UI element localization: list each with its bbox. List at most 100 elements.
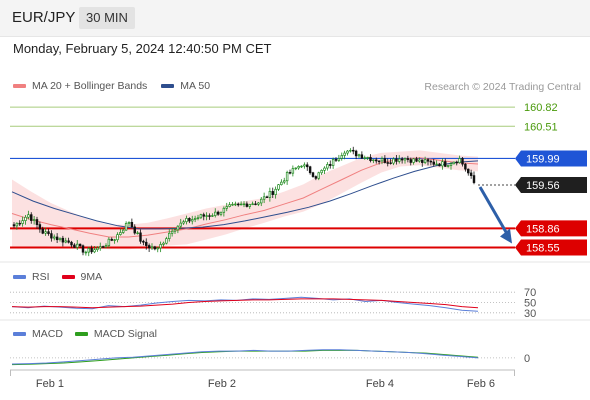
candle-body [78,243,82,247]
candle-body [271,191,274,195]
candle-body [257,202,260,205]
candle-body [188,218,191,222]
ma50-line [11,160,479,230]
candle-body [61,237,65,243]
candle-body [58,237,62,241]
candle-body [331,159,335,166]
candle-body [291,168,295,174]
candle-body [214,211,217,216]
candle-body [41,228,44,234]
candle-body [216,211,220,215]
macd-line [11,349,479,365]
x-tick-label-feb-6: Feb 6 [467,378,495,390]
candle-body [406,158,410,160]
candle-body [392,158,395,164]
candle-body [285,172,289,182]
candle-body [191,219,194,222]
candle-body [300,165,303,168]
candle-body [168,232,171,239]
candle-body [211,215,214,217]
candle-body [104,245,108,248]
candle-body [176,225,180,231]
x-tick-label-feb-1: Feb 1 [36,378,64,390]
credit-text: Research © 2024 Trading Central [424,81,581,93]
candle-body [145,241,148,246]
level-tag-159.99 [515,150,587,167]
x-tick-label-feb-4: Feb 4 [366,378,394,390]
candle-body [395,158,398,162]
candle-body [70,241,73,246]
candle-body [360,154,364,159]
macd-tick-0: 0 [524,353,530,365]
candle-body [317,172,320,179]
rsi-tick-30: 30 [524,308,536,320]
candle-body [306,164,309,168]
candle-body [55,236,59,241]
macd-legend: MACD MACD Signal [13,328,157,340]
candle-body [110,238,113,241]
candle-body [208,215,211,217]
candle-body [354,150,358,157]
candle-body [242,203,246,206]
level-label-158.86: 158.86 [526,223,560,235]
candle-body [357,154,361,157]
candle-body [277,184,280,190]
candle-body [193,217,197,220]
candle-body [340,155,343,159]
candle-body [107,238,111,246]
candle-body [426,159,430,162]
candle-body [251,203,254,206]
macd-signal-legend-swatch [74,332,88,336]
timeframe-badge[interactable]: 30 MIN [79,7,135,29]
candle-body [53,236,56,239]
candle-body [182,221,185,224]
header-bar: EUR/JPY 30 MIN [0,0,590,37]
candle-body [380,158,384,162]
candle-body [87,248,90,253]
candle-body [421,159,424,163]
current-price-label: 159.56 [526,180,560,192]
candle-body [245,203,249,207]
macd-legend-swatch [13,332,26,336]
candle-body [418,159,421,162]
rsi-line [11,296,479,312]
price-legend: MA 20 + Bollinger Bands MA 50 [13,80,210,92]
rsi-legend: RSI 9MA [13,271,102,283]
candle-body [389,162,392,164]
candle-body [116,234,119,241]
forecast-arrow-shaft [478,186,510,237]
bollinger-band [12,150,478,250]
price-panel: 160.82 160.51 159.99 158.86 158.55 159.56 [0,95,590,260]
candle-body [432,161,435,165]
candle-body [142,240,145,243]
candle-body [237,203,240,206]
ma20-legend-swatch [13,84,26,88]
candle-body [375,159,378,162]
candle-body [265,196,269,198]
x-tick-label-feb-2: Feb 2 [208,378,236,390]
candle-body [343,152,346,156]
candle-body [225,206,228,209]
candle-body [308,166,312,174]
candle-body [50,233,53,239]
rsi-ma-legend-label: 9MA [80,271,103,283]
candle-body [153,246,157,250]
candle-body [294,167,297,170]
candle-body [346,150,349,154]
candle-body [449,163,453,166]
candle-body [262,196,266,200]
rsi-ma-line [11,298,479,309]
candle-body [124,222,128,231]
candle-body [47,231,50,234]
candle-body [96,247,99,251]
candle-body [377,160,381,163]
candle-body [334,159,338,161]
candle-body [429,160,433,163]
candle-body [415,158,418,162]
candle-body [467,168,470,174]
candle-body [130,221,134,228]
candle-body [274,188,277,195]
candle-body [297,166,300,169]
candle-body [423,159,427,163]
